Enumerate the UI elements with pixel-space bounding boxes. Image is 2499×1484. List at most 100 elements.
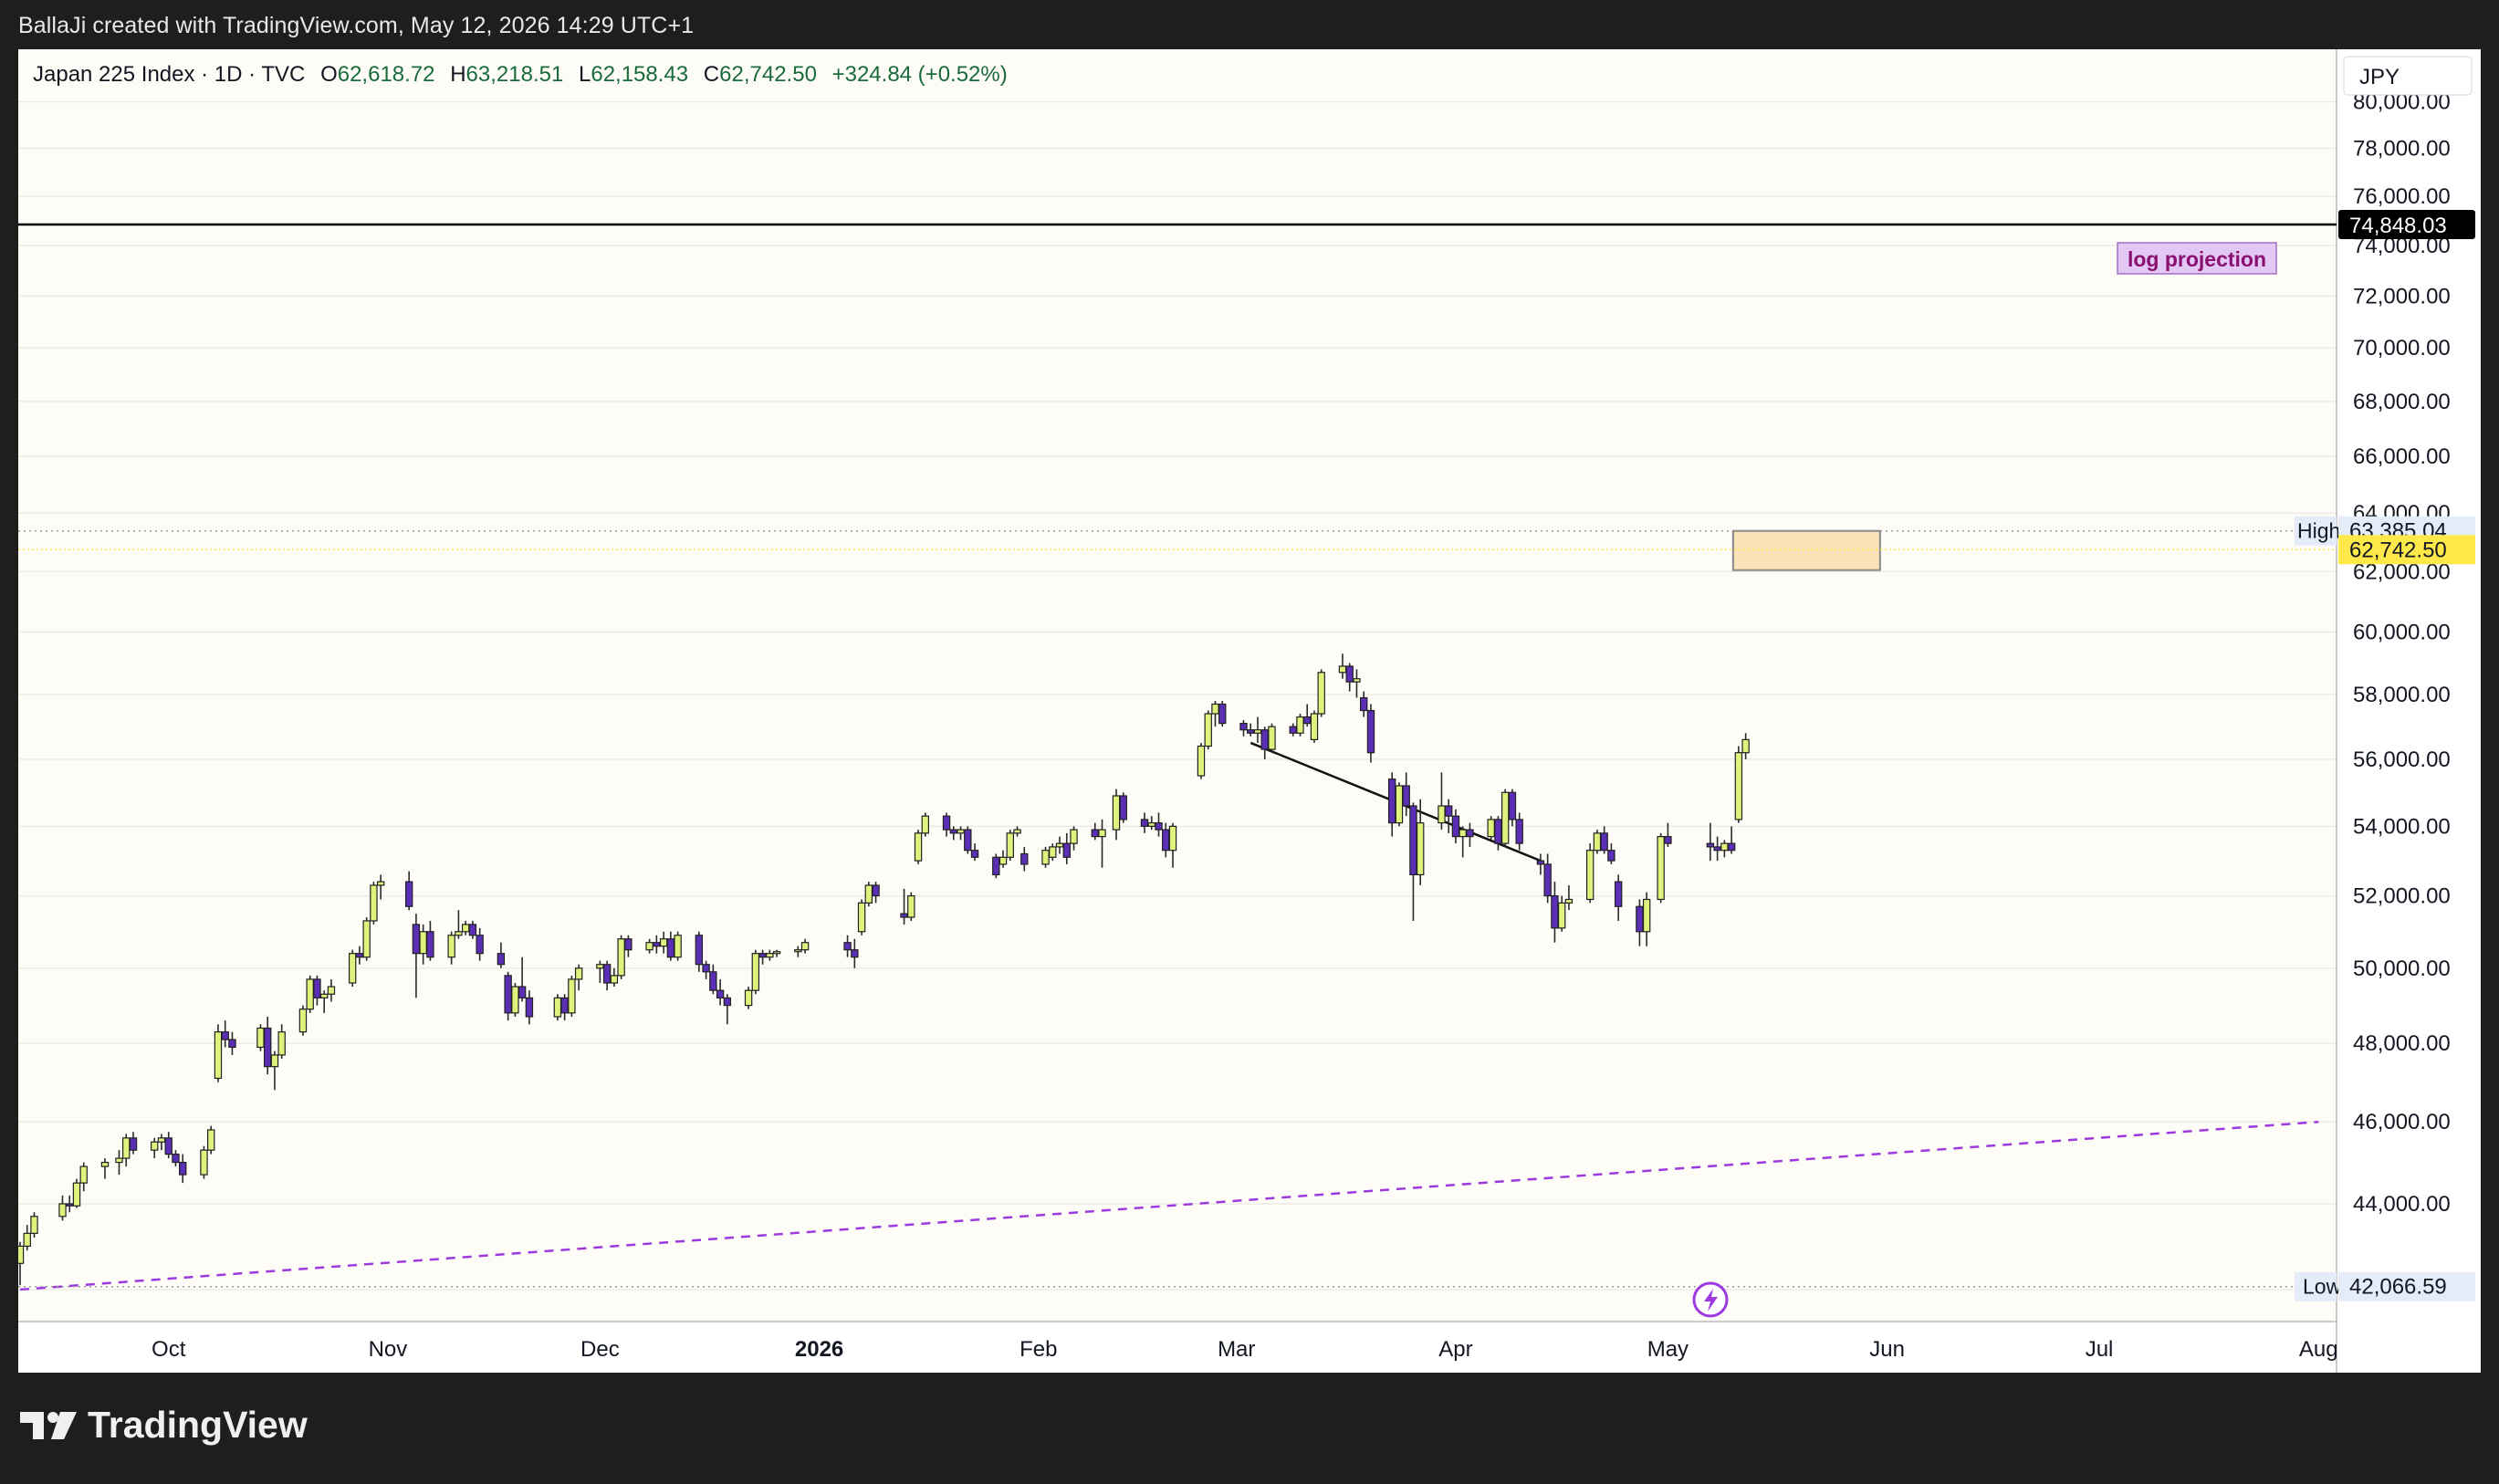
- candle: [1041, 846, 1050, 868]
- candle: [348, 949, 357, 988]
- candle-body-down: [1388, 779, 1396, 824]
- candle: [1402, 772, 1410, 817]
- candle: [1727, 826, 1736, 854]
- candle-body-up: [447, 935, 455, 958]
- candle: [1119, 792, 1127, 823]
- candle: [404, 871, 413, 911]
- candle-body-down: [666, 938, 675, 958]
- candle-body-up: [319, 993, 329, 998]
- candle: [1296, 714, 1304, 737]
- candle-body-up: [610, 975, 619, 984]
- candle-body-down: [412, 924, 421, 955]
- candle-body-down: [949, 829, 957, 834]
- x-tick-label: Jun: [1869, 1337, 1905, 1362]
- candle-body-up: [1438, 805, 1446, 824]
- candle-body-up: [645, 942, 654, 951]
- candle-body-up: [200, 1149, 208, 1176]
- x-tick-label: 2026: [795, 1337, 843, 1362]
- candle-body-down: [1020, 852, 1029, 865]
- candle: [1536, 853, 1545, 875]
- candle-body-down: [525, 997, 534, 1018]
- candle-body-up: [100, 1161, 110, 1167]
- candle: [1508, 789, 1517, 827]
- currency-badge-box: [2343, 56, 2473, 96]
- last-price-badge: 62,742.50: [2338, 535, 2475, 565]
- candle-body-up: [30, 1216, 38, 1234]
- candle: [695, 931, 704, 972]
- candle-body-up: [1657, 836, 1665, 901]
- candle-body-down: [992, 856, 1000, 876]
- candle-body-up: [376, 881, 385, 886]
- candle: [921, 812, 930, 837]
- plot-background: [18, 49, 2337, 1322]
- candle-body-down: [497, 953, 506, 966]
- candle: [497, 942, 506, 968]
- candle-body-up: [1197, 745, 1206, 777]
- candle-body-up: [553, 997, 562, 1018]
- annotation-box: [2117, 242, 2277, 275]
- candle: [864, 882, 873, 907]
- candle-body-up: [370, 884, 378, 922]
- candle-body-down: [1162, 829, 1170, 852]
- candle-body-up: [1642, 898, 1651, 933]
- lightning-event-icon[interactable]: [1692, 1281, 1729, 1318]
- candle: [716, 978, 725, 1006]
- y-tick-label: 68,000.00: [2353, 390, 2451, 414]
- candle-body-down: [653, 942, 661, 947]
- candle-body-down: [1706, 842, 1715, 848]
- candle: [602, 960, 612, 991]
- candle: [1600, 826, 1608, 854]
- tradingview-logo-icon: [20, 1411, 77, 1439]
- candle-body-up: [1564, 898, 1574, 904]
- high-value: 63,218.51: [465, 62, 564, 87]
- candle-body-up: [1317, 672, 1325, 715]
- candle-body-up: [122, 1137, 131, 1159]
- candle: [23, 1225, 31, 1251]
- low-marker-label: Low 42,066.59: [2295, 1271, 2475, 1301]
- candle-body-down: [851, 949, 859, 958]
- high-marker-badge: [2295, 516, 2337, 546]
- candle: [772, 949, 781, 957]
- candle: [214, 1024, 223, 1082]
- candle: [200, 1145, 208, 1179]
- y-tick-label: 60,000.00: [2353, 621, 2451, 645]
- candle: [794, 946, 802, 957]
- candle-body-down: [560, 997, 569, 1014]
- candle: [1614, 874, 1623, 921]
- candle: [843, 935, 852, 957]
- candle: [857, 899, 866, 935]
- candle-body-down: [1119, 795, 1127, 820]
- tradingview-logo[interactable]: TradingView: [20, 1404, 308, 1447]
- chart-panel[interactable]: 80,000.00 78,000.00 76,000.00 74,000.00 72,0…: [18, 49, 2481, 1373]
- candle: [426, 920, 434, 961]
- last-price-value: 62,742.50: [2349, 538, 2447, 562]
- candle-body-up: [574, 967, 583, 980]
- candle-body-up: [79, 1165, 88, 1184]
- candle-body-up: [306, 978, 314, 1010]
- candle-body-up: [659, 938, 668, 947]
- candle: [751, 949, 760, 995]
- candle: [1006, 830, 1014, 862]
- log-projection-line: [19, 1120, 2319, 1291]
- candle-body-up: [751, 953, 760, 991]
- candle: [221, 1020, 229, 1048]
- candle: [306, 975, 314, 1013]
- open-label: O: [320, 62, 338, 87]
- candle-body-up: [1459, 829, 1467, 838]
- y-tick-label: 48,000.00: [2353, 1031, 2451, 1056]
- candle-body-up: [1147, 822, 1155, 827]
- candle: [115, 1150, 123, 1176]
- candle-body-up: [1741, 738, 1750, 754]
- candle-body-up: [1098, 829, 1106, 838]
- candle-body-down: [1515, 819, 1523, 844]
- candle-body-down: [1303, 716, 1312, 725]
- candle-body-down: [129, 1137, 138, 1151]
- low-value: 62,158.43: [591, 62, 689, 87]
- candlestick-chart[interactable]: 80,000.0078,000.0076,000.0074,000.0072,0…: [18, 49, 2481, 1373]
- candle-body-up: [1395, 785, 1404, 824]
- candle-body-up: [1049, 846, 1057, 858]
- candle: [1557, 895, 1566, 932]
- candle: [610, 967, 619, 988]
- candle-body-up: [277, 1031, 286, 1056]
- candle-body-down: [695, 935, 704, 966]
